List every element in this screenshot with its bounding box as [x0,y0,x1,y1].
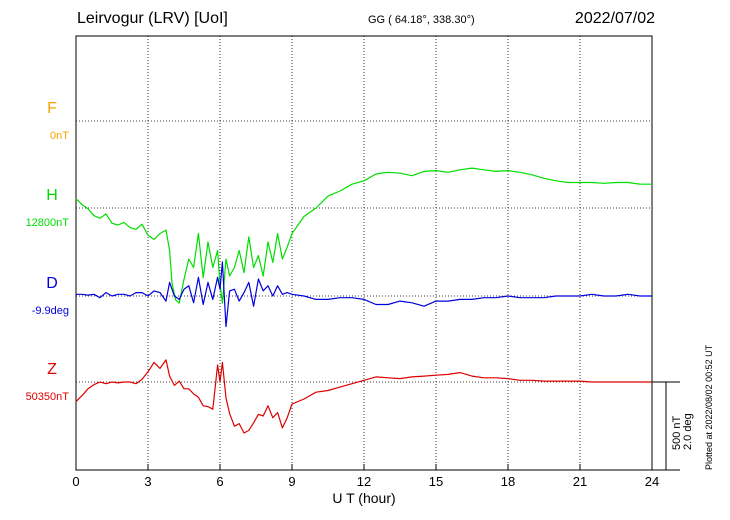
series-line-Z [75,359,652,434]
baseline-label-D: -9.9deg [32,305,69,317]
x-tick-label: 6 [216,474,223,489]
x-tick-label: 9 [288,474,295,489]
x-tick-label: 3 [144,474,151,489]
station-title: Leirvogur (LRV) [UoI] [77,10,228,27]
baseline-label-F: 0nT [50,130,69,142]
grid [76,36,652,470]
channel-labels: F 0nT H 12800nT D -9.9deg Z 50350nT [26,100,70,403]
scale-deg-label: 2.0 deg [682,413,694,450]
series-line-H [75,167,652,304]
series-name-H: H [46,187,58,204]
x-tick-label: 24 [645,474,659,489]
series-name-Z: Z [47,361,57,378]
x-tick-label: 12 [357,474,371,489]
x-tick-label: 21 [573,474,587,489]
x-tick-label: 0 [72,474,79,489]
series-name-F: F [47,100,57,117]
date: 2022/07/02 [574,10,655,27]
scale-bar [652,381,680,471]
x-axis-label: U T (hour) [332,490,395,506]
plotted-timestamp: Plotted at 2022/08/02 00:52 UT [704,344,714,470]
series-line-D [76,261,652,328]
baseline-label-H: 12800nT [26,217,70,229]
coordinates: GG ( 64.18°, 338.30°) [368,14,475,26]
baseline-label-Z: 50350nT [26,391,70,403]
series-name-D: D [46,275,58,292]
x-axis: 0 3 6 9 12 15 18 21 24 U T (hour) [72,464,659,506]
x-tick-label: 15 [429,474,443,489]
series-lines [75,167,652,434]
x-tick-label: 18 [501,474,515,489]
